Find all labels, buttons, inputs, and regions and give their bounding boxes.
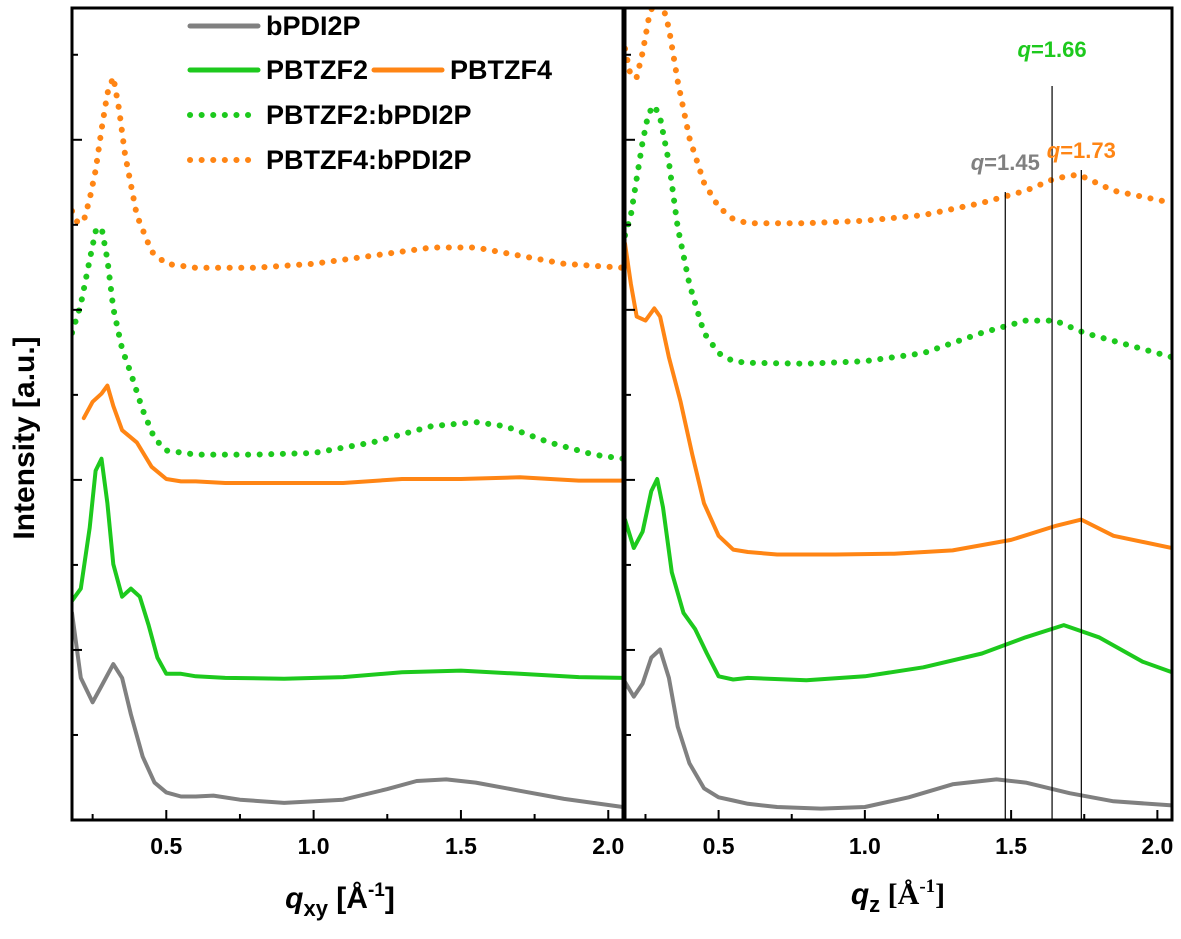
x-axis-title-left: qxy [Å-1] [285,880,395,921]
in-plane-plot-frame [70,6,625,822]
qz-unit-open: [Å [880,878,919,911]
in-plane-x-tick-label: 2.0 [592,833,624,859]
in-plane-x-tick-label: 0.5 [150,833,182,859]
x-axis-title-left-text: qxy [Å-1] [285,880,395,921]
qxy-subscript: xy [303,896,328,921]
in-plane-x-tick-label: 1.0 [298,833,330,859]
x-axis-title-right: qz [Å-1] [851,876,945,917]
panel-in-plane: 0.5 1.0 1.5 2.0 [70,6,625,859]
out-of-plane-xtick-layer: 0.5 1.0 1.5 2.0 [644,810,1173,859]
in-plane-x-tick-label: 1.5 [445,833,477,859]
panel-out-of-plane: q=1.45q=1.66q=1.73 0.5 1.0 1.5 2.0 [623,6,1174,859]
out-of-plane-x-tick-label: 1.0 [849,833,881,859]
peak-marker-label: q=1.66 [1018,37,1087,62]
peak-marker-label: q=1.45 [971,150,1040,175]
legend-label: PBTZF4:bPDI2P [266,145,472,175]
out-of-plane-x-tick-label: 2.0 [1141,833,1173,859]
in-plane-series-pbtzf4-bpdi2p [72,74,623,271]
peak-marker-value: =1.73 [1060,138,1116,163]
legend: bPDI2P PBTZF2 PBTZF4 PBTZF2:bPDI2P PBTZF4:bP… [187,11,552,175]
qxy-unit-close: ] [385,882,395,915]
peak-marker-q: q [1047,138,1061,163]
out-of-plane-series-pbtzf2 [625,477,1172,683]
qz-symbol-q: q [851,878,869,911]
qz-subscript: z [869,892,880,917]
legend-label: PBTZF2:bPDI2P [266,100,472,130]
peak-marker-value: =1.66 [1031,37,1087,62]
legend-label: bPDI2P [266,11,361,41]
in-plane-series-pbtzf2 [72,456,623,681]
in-plane-series-layer [72,74,623,809]
qz-unit-close: ] [935,878,945,911]
qxy-symbol-q: q [285,882,303,915]
qxy-unit-exponent: -1 [368,880,385,901]
peak-marker-label: q=1.73 [1047,138,1116,163]
qxy-unit-open: [Å [328,882,368,915]
out-of-plane-series-pbtzf2-bpdi2p [625,102,1172,367]
out-of-plane-series-pbtzf4 [625,241,1172,557]
y-axis-title: Intensity [a.u.] [8,336,41,539]
in-plane-series-bpdi2p [72,610,623,809]
in-plane-xtick-layer: 0.5 1.0 1.5 2.0 [91,810,624,859]
out-of-plane-series-bpdi2p [625,647,1172,811]
qz-unit-exponent: -1 [919,876,935,897]
x-axis-title-right-text: qz [Å-1] [851,876,945,917]
out-of-plane-series-pbtzf4-bpdi2p [625,8,1172,227]
out-of-plane-plot-frame [623,6,1174,822]
in-plane-series-pbtzf4 [81,383,623,485]
peak-marker-value: =1.45 [984,150,1040,175]
peak-marker-q: q [1018,37,1032,62]
peak-marker-q: q [971,150,985,175]
in-plane-series-pbtzf2-bpdi2p [72,224,623,462]
out-of-plane-x-tick-label: 0.5 [703,833,735,859]
peak-marker-layer: q=1.45q=1.66q=1.73 [971,37,1116,820]
legend-label: PBTZF4 [450,55,552,85]
out-of-plane-x-tick-label: 1.5 [995,833,1027,859]
legend-label: PBTZF2 [266,55,368,85]
out-of-plane-series-layer [625,8,1172,811]
